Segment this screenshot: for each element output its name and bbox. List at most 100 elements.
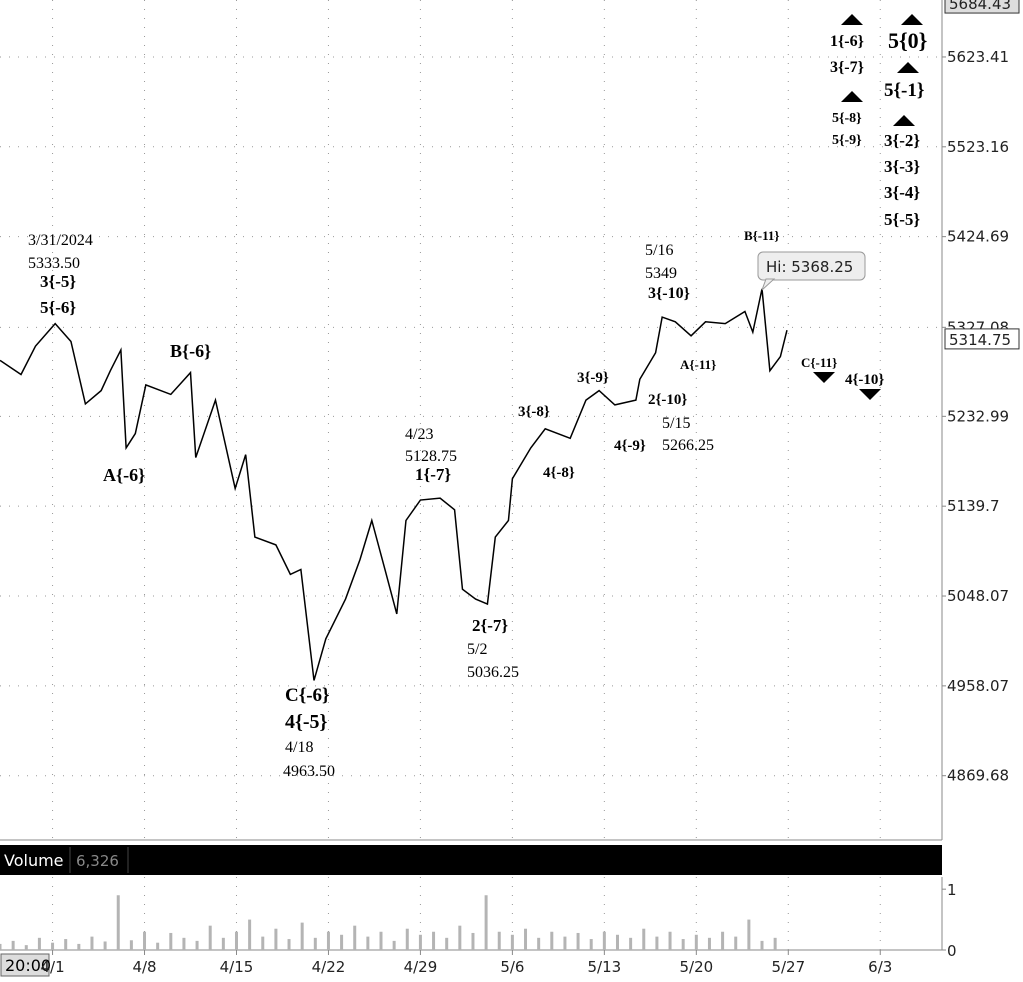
y-tick-label: 4869.68 [947, 767, 1009, 785]
wave-label: 4{-8} [543, 465, 575, 481]
down-triangle [859, 389, 881, 400]
wave-label: 4/23 [405, 426, 433, 443]
volume-bar [721, 931, 725, 950]
wave-label: A{-11} [680, 357, 716, 372]
y-tick-label: 5232.99 [947, 407, 1009, 425]
volume-bar [156, 942, 160, 950]
time-box [0, 953, 50, 977]
price-line [0, 288, 788, 681]
down-triangle [813, 372, 835, 383]
x-tick-label: 5/20 [679, 958, 713, 976]
price-marker-label: 5314.75 [949, 331, 1011, 349]
volume-bar [248, 919, 252, 950]
wave-label: 5128.75 [405, 448, 457, 465]
price-marker-box [944, 0, 1020, 14]
volume-bar [392, 940, 396, 950]
volume-bar [182, 937, 186, 950]
up-triangle [901, 14, 923, 25]
volume-bar [432, 931, 436, 950]
wave-label: 4{-10} [845, 372, 884, 388]
x-tick-label: 4/1 [40, 958, 64, 976]
volume-header [0, 845, 942, 875]
volume-bar [734, 936, 738, 950]
x-tick-label: 5/13 [588, 958, 622, 976]
wave-label: 5036.25 [467, 664, 519, 681]
volume-bar [116, 895, 120, 950]
volume-bar [497, 931, 501, 950]
volume-bar [0, 943, 2, 950]
wave-label: 2{-10} [648, 392, 687, 408]
volume-bar [24, 945, 28, 950]
volume-bar [51, 942, 55, 950]
wave-label: 5333.50 [28, 255, 80, 272]
wave-label: 2{-7} [472, 616, 508, 635]
volume-value: 6,326 [76, 852, 119, 870]
volume-bar [366, 936, 370, 950]
x-tick-label: 4/15 [220, 958, 254, 976]
volume-bar [537, 937, 541, 950]
volume-bar [694, 934, 698, 950]
wave-label: B{-11} [744, 228, 780, 243]
x-tick-label: 6/3 [868, 958, 892, 976]
volume-bar [64, 939, 68, 950]
volume-bar [274, 928, 278, 950]
volume-bar [629, 937, 633, 950]
wave-label: 5349 [645, 265, 677, 282]
volume-bar [287, 939, 291, 950]
wave-label: 5{-5} [884, 210, 920, 229]
wave-label: 1{-6} [830, 33, 864, 50]
wave-label: A{-6} [103, 465, 145, 485]
wave-label: 4963.50 [283, 763, 335, 780]
wave-label: 3/31/2024 [28, 232, 93, 249]
wave-label: C{-6} [285, 685, 330, 706]
volume-bar [747, 919, 751, 950]
volume-bar [326, 931, 330, 950]
time-label: 20:00 [5, 956, 51, 975]
wave-label: 3{-3} [884, 157, 920, 176]
volume-bar [615, 934, 619, 950]
volume-bar [563, 936, 567, 950]
x-tick-label: 5/6 [500, 958, 524, 976]
y-tick-label: 5139.7 [947, 497, 1000, 515]
y-tick-label: 5424.69 [947, 228, 1009, 246]
volume-bar [379, 931, 383, 950]
y-tick-label: 0 [947, 942, 957, 960]
volume-bar [458, 925, 462, 950]
up-triangle [893, 115, 915, 126]
volume-bar [418, 934, 422, 950]
volume-bar [353, 925, 357, 950]
wave-label: 5/16 [645, 242, 673, 259]
volume-bar [37, 937, 41, 950]
wave-label: 5{-8} [832, 111, 862, 126]
y-tick-label: 4958.07 [947, 677, 1009, 695]
y-tick-label: 5523.16 [947, 138, 1009, 156]
volume-bar [471, 932, 475, 950]
wave-label: 3{-9} [577, 370, 609, 386]
volume-bar [642, 928, 646, 950]
wave-label: 1{-7} [415, 465, 451, 484]
volume-bar [234, 931, 238, 950]
x-tick-label: 5/27 [771, 958, 805, 976]
hi-callout [757, 251, 866, 281]
volume-bar [707, 937, 711, 950]
wave-label: 5/2 [467, 641, 487, 658]
wave-label: 3{-2} [884, 131, 920, 150]
wave-label: 5{-1} [884, 80, 924, 101]
hi-pointer [761, 278, 776, 291]
volume-bar [524, 928, 528, 950]
volume-bar [300, 922, 304, 950]
y-tick-label: 5623.41 [947, 48, 1009, 66]
wave-label: 5266.25 [662, 437, 714, 454]
volume-bar [602, 931, 606, 950]
up-triangle [841, 14, 863, 25]
volume-bar [510, 934, 514, 950]
volume-bar [760, 940, 764, 950]
volume-bar [681, 939, 685, 950]
wave-label: 3{-4} [884, 183, 920, 202]
wave-label: 3{-10} [648, 285, 690, 302]
hi-label: Hi: 5368.25 [766, 258, 853, 276]
wave-label: 3{-7} [830, 59, 864, 76]
price-marker-label: 5684.43 [949, 0, 1011, 13]
volume-bar [550, 931, 554, 950]
